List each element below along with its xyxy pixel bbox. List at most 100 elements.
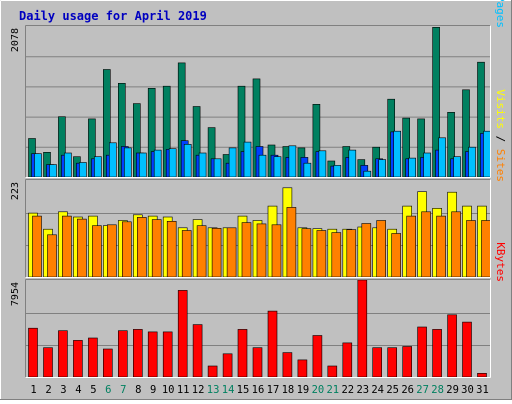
day-label-23: 23 <box>356 384 369 396</box>
x-axis-labels: 1 2 3 4 5 6 7 8 9 10 11 12 13 14 15 16 17 18 19 20 21 22 23 24 2… <box>30 384 488 396</box>
bar-pages-day-16 <box>258 154 267 178</box>
day-label-8: 8 <box>135 384 141 396</box>
panel-kbytes: 7954 KBytes <box>10 242 507 378</box>
bar-sites-day-27 <box>421 211 431 278</box>
legend-kbytes: KBytes <box>494 242 507 282</box>
bar-pages-day-18 <box>288 145 297 178</box>
day-label-27: 27 <box>416 384 429 396</box>
day-label-29: 29 <box>446 384 459 396</box>
day-label-6: 6 <box>105 384 111 396</box>
day-label-9: 9 <box>150 384 156 396</box>
bar-pages-day-28 <box>438 137 446 178</box>
bar-kbytes-day-28 <box>432 329 442 378</box>
bar-pages-day-27 <box>423 152 431 178</box>
bar-sites-day-9 <box>151 219 162 278</box>
bar-kbytes-day-3 <box>58 330 68 378</box>
bar-sites-day-15 <box>241 222 252 278</box>
bar-kbytes-day-18 <box>282 352 293 378</box>
day-label-1: 1 <box>30 384 36 396</box>
day-label-22: 22 <box>341 384 354 396</box>
day-label-2: 2 <box>45 384 51 396</box>
day-label-3: 3 <box>60 384 66 396</box>
bar-sites-day-14 <box>226 227 237 278</box>
bar-sites-day-17 <box>271 224 282 278</box>
bar-kbytes-day-9 <box>147 331 158 378</box>
day-label-15: 15 <box>237 384 250 396</box>
bar-kbytes-day-10 <box>162 331 173 378</box>
bar-sites-day-8 <box>137 217 147 278</box>
bar-pages-day-14 <box>228 147 237 178</box>
day-label-4: 4 <box>75 384 81 396</box>
legend-separator: / <box>494 129 507 149</box>
day-label-26: 26 <box>401 384 414 396</box>
bar-kbytes-day-20 <box>312 335 323 378</box>
bar-kbytes-day-22 <box>342 342 353 378</box>
bar-pages-day-9 <box>153 149 162 178</box>
bar-pages-day-11 <box>183 144 192 178</box>
bar-kbytes-day-7 <box>118 330 128 378</box>
bar-pages-day-29 <box>453 156 461 178</box>
panel-legend: Visits / Sites <box>494 89 507 182</box>
bar-sites-day-21 <box>331 232 342 278</box>
bar-sites-day-2 <box>47 234 57 278</box>
day-label-5: 5 <box>90 384 96 396</box>
legend-pages: Pages <box>494 0 507 28</box>
bar-kbytes-day-24 <box>372 347 383 378</box>
bar-kbytes-day-26 <box>402 346 413 378</box>
bar-pages-day-6 <box>109 142 117 178</box>
day-label-28: 28 <box>431 384 444 396</box>
bar-pages-day-7 <box>124 147 132 178</box>
bar-pages-day-15 <box>243 141 252 178</box>
day-label-25: 25 <box>386 384 399 396</box>
bar-sites-day-20 <box>316 230 327 278</box>
bar-sites-day-26 <box>406 215 417 278</box>
bar-kbytes-day-13 <box>207 365 218 378</box>
y-max-label: 7954 <box>10 282 21 306</box>
bar-pages-day-26 <box>408 157 417 178</box>
bar-pages-day-2 <box>49 164 57 178</box>
day-label-20: 20 <box>312 384 325 396</box>
bar-sites-day-22 <box>346 229 357 278</box>
bar-sites-day-4 <box>77 218 87 278</box>
bar-pages-day-17 <box>273 156 282 178</box>
y-max-label: 223 <box>10 182 21 200</box>
bar-pages-day-31 <box>483 130 491 178</box>
bar-sites-day-16 <box>256 223 267 278</box>
day-label-24: 24 <box>371 384 384 396</box>
bar-kbytes-day-23 <box>357 279 368 378</box>
bar-sites-day-3 <box>62 215 72 278</box>
bar-sites-day-10 <box>166 221 177 278</box>
bar-pages-day-10 <box>168 148 177 178</box>
panel-visits-sites: 223 Visits / Sites <box>10 89 507 278</box>
day-label-13: 13 <box>207 384 220 396</box>
bar-kbytes-day-27 <box>417 326 427 378</box>
bar-pages-day-8 <box>139 152 147 178</box>
legend-visits: Visits <box>494 89 507 129</box>
bar-kbytes-day-16 <box>252 347 263 378</box>
bar-sites-day-1 <box>32 215 42 278</box>
bar-kbytes-day-11 <box>177 290 188 378</box>
day-label-10: 10 <box>162 384 175 396</box>
bar-sites-day-25 <box>391 233 402 278</box>
bar-pages-day-5 <box>94 156 102 178</box>
bar-pages-day-22 <box>348 149 357 178</box>
bar-pages-day-13 <box>213 158 222 178</box>
panel-hits-files-pages: 2078 Hits / Files / Pages <box>10 0 507 178</box>
day-label-21: 21 <box>326 384 339 396</box>
bar-sites-day-12 <box>196 225 207 278</box>
bar-kbytes-day-2 <box>43 347 53 378</box>
bar-pages-day-30 <box>468 146 476 178</box>
bar-pages-day-3 <box>64 152 72 178</box>
bar-sites-day-19 <box>301 228 312 278</box>
bar-pages-day-20 <box>318 150 327 178</box>
bar-kbytes-day-4 <box>73 340 83 378</box>
bar-kbytes-day-8 <box>133 329 143 378</box>
bar-kbytes-day-14 <box>222 353 233 378</box>
bar-kbytes-day-25 <box>387 347 398 378</box>
bar-sites-day-29 <box>451 211 461 278</box>
bar-sites-day-24 <box>376 220 387 278</box>
bar-sites-day-18 <box>286 207 297 278</box>
day-label-17: 17 <box>267 384 280 396</box>
